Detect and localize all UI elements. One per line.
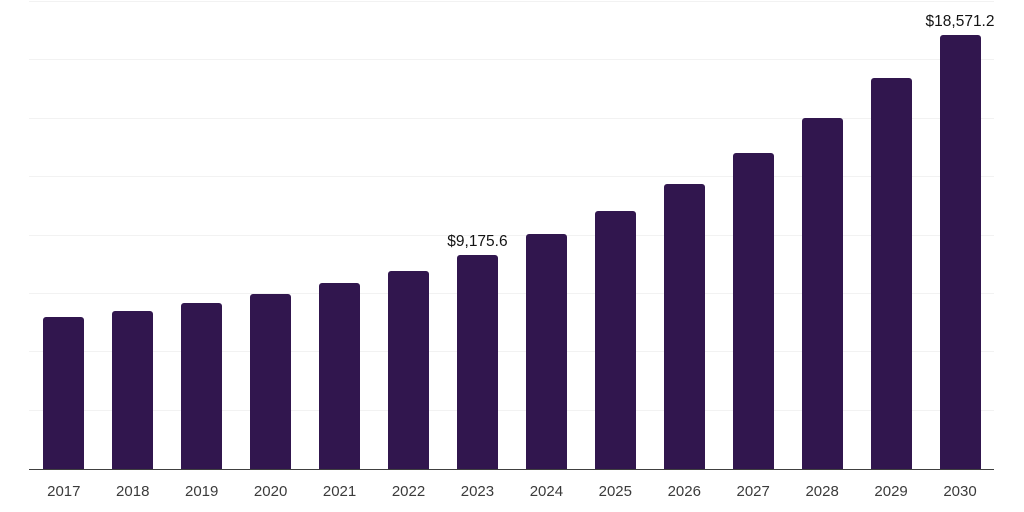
x-tick-label-2027: 2027: [736, 483, 770, 500]
x-tick-label-2024: 2024: [529, 483, 564, 500]
bar-value-label-2023: $9,175.6: [447, 232, 508, 250]
bar-2029: [870, 78, 912, 469]
x-tick-label-2028: 2028: [805, 483, 839, 500]
gridline: [29, 117, 994, 119]
x-tick-label-2020: 2020: [253, 483, 288, 500]
bar-value-label-2030: $18,571.2: [925, 13, 995, 31]
bar-2019: [181, 303, 223, 469]
x-tick-label-2022: 2022: [391, 483, 426, 500]
bar-2027: [732, 153, 774, 469]
bar-2024: [525, 234, 567, 469]
x-tick-label-2023: 2023: [460, 483, 495, 500]
bar-2028: [801, 117, 843, 469]
bar-2023: [456, 254, 498, 469]
gridline: [29, 176, 994, 178]
bar-2025: [594, 210, 636, 469]
x-tick-label-2025: 2025: [598, 483, 632, 500]
bar-2022: [388, 270, 429, 469]
gridline: [29, 234, 994, 236]
x-tick-label-2030: 2030: [943, 483, 977, 500]
plot-area: $9,175.6 $18,571.2: [29, 0, 995, 470]
gridline: [29, 351, 994, 353]
x-tick-label-2021: 2021: [322, 483, 357, 500]
bar-2030: [939, 35, 981, 469]
bar-2017: [43, 317, 85, 469]
bar-2020: [250, 294, 292, 469]
x-tick-label-2017: 2017: [47, 483, 81, 500]
gridline: [29, 292, 994, 294]
x-tick-label-2019: 2019: [184, 483, 219, 500]
x-tick-label-2026: 2026: [667, 483, 701, 500]
gridline: [29, 409, 994, 411]
x-axis-labels: 2017 2018 2019 2020 2021 2022 2023 2024 2025 2026…: [0, 483, 1024, 505]
bar-2018: [112, 311, 154, 469]
gridline: [29, 1, 994, 2]
x-tick-label-2018: 2018: [116, 483, 150, 500]
bar-2026: [663, 184, 705, 469]
x-tick-label-2029: 2029: [874, 483, 908, 500]
gridline: [29, 59, 994, 61]
bar-2021: [319, 283, 361, 469]
